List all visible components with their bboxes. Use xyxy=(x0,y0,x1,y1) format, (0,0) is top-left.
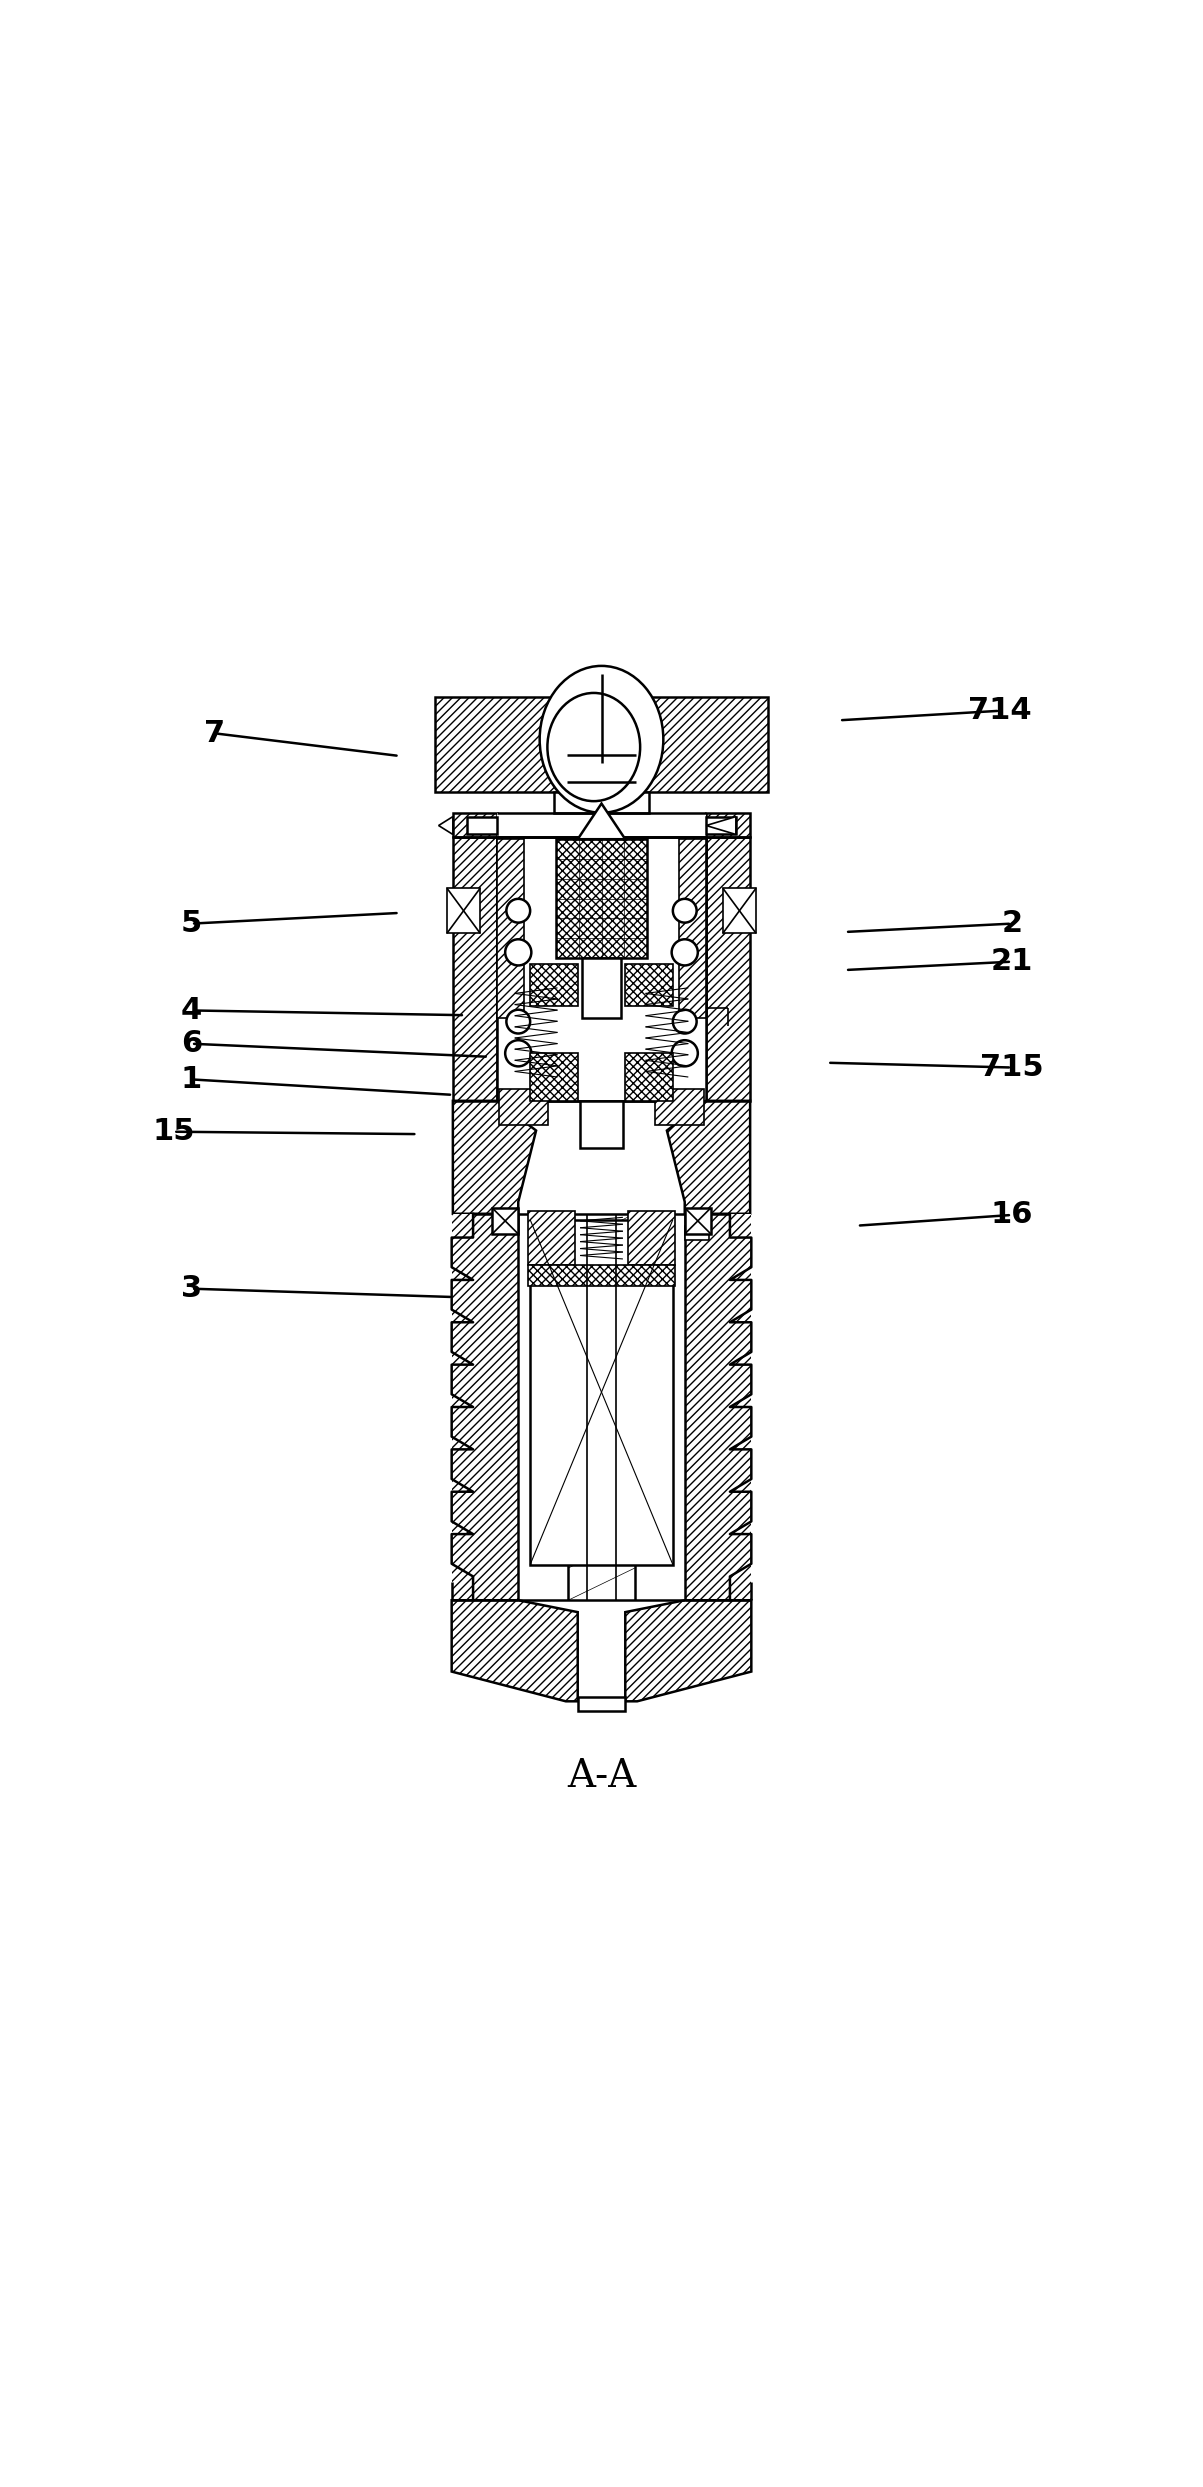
Text: 5: 5 xyxy=(180,910,202,938)
Bar xyxy=(531,1052,577,1102)
Bar xyxy=(582,957,621,1017)
Circle shape xyxy=(506,898,531,923)
Text: 16: 16 xyxy=(990,1201,1033,1229)
Polygon shape xyxy=(577,803,626,838)
Bar xyxy=(553,791,650,813)
Text: 7: 7 xyxy=(205,719,226,749)
Text: 2: 2 xyxy=(1001,910,1023,938)
Polygon shape xyxy=(452,1102,537,1214)
Bar xyxy=(452,836,497,1102)
Bar xyxy=(685,1226,709,1241)
Circle shape xyxy=(505,1040,532,1067)
Polygon shape xyxy=(451,1599,577,1701)
Bar xyxy=(628,1211,675,1266)
Circle shape xyxy=(506,1010,531,1035)
Bar xyxy=(497,813,706,836)
Bar xyxy=(626,965,672,1005)
Bar xyxy=(528,1211,575,1266)
Bar xyxy=(626,1052,672,1102)
Bar xyxy=(528,1266,675,1286)
Bar xyxy=(678,838,706,1017)
Circle shape xyxy=(671,940,698,965)
Bar xyxy=(706,816,736,836)
Bar xyxy=(706,813,751,836)
Bar xyxy=(556,838,647,957)
Bar xyxy=(580,1102,623,1149)
Bar xyxy=(497,836,706,1102)
Polygon shape xyxy=(685,1214,752,1599)
Polygon shape xyxy=(451,1214,518,1599)
Bar xyxy=(467,816,497,836)
Bar xyxy=(654,1089,704,1124)
Bar xyxy=(497,838,525,1017)
Bar xyxy=(499,1089,549,1124)
Polygon shape xyxy=(626,1599,752,1701)
Polygon shape xyxy=(439,816,452,836)
Bar xyxy=(577,1696,626,1711)
Bar xyxy=(452,813,497,836)
Text: 3: 3 xyxy=(180,1273,202,1303)
Bar xyxy=(706,836,751,1102)
Text: 4: 4 xyxy=(180,995,202,1025)
Bar xyxy=(531,965,577,1005)
Text: 21: 21 xyxy=(990,948,1033,977)
Text: 1: 1 xyxy=(180,1064,202,1094)
Text: 6: 6 xyxy=(180,1030,202,1059)
Bar xyxy=(435,696,768,791)
Bar xyxy=(448,888,480,933)
Circle shape xyxy=(672,1010,697,1035)
Bar xyxy=(492,1209,518,1234)
Ellipse shape xyxy=(540,667,663,813)
Bar xyxy=(531,1219,672,1564)
Bar xyxy=(723,888,755,933)
Text: A-A: A-A xyxy=(567,1758,636,1796)
Polygon shape xyxy=(706,816,736,836)
Polygon shape xyxy=(666,1102,751,1214)
Bar xyxy=(685,1209,711,1234)
Circle shape xyxy=(672,898,697,923)
Text: 15: 15 xyxy=(152,1117,195,1147)
Circle shape xyxy=(671,1040,698,1067)
Circle shape xyxy=(505,940,532,965)
Text: 714: 714 xyxy=(968,696,1032,726)
Text: 715: 715 xyxy=(980,1052,1043,1082)
